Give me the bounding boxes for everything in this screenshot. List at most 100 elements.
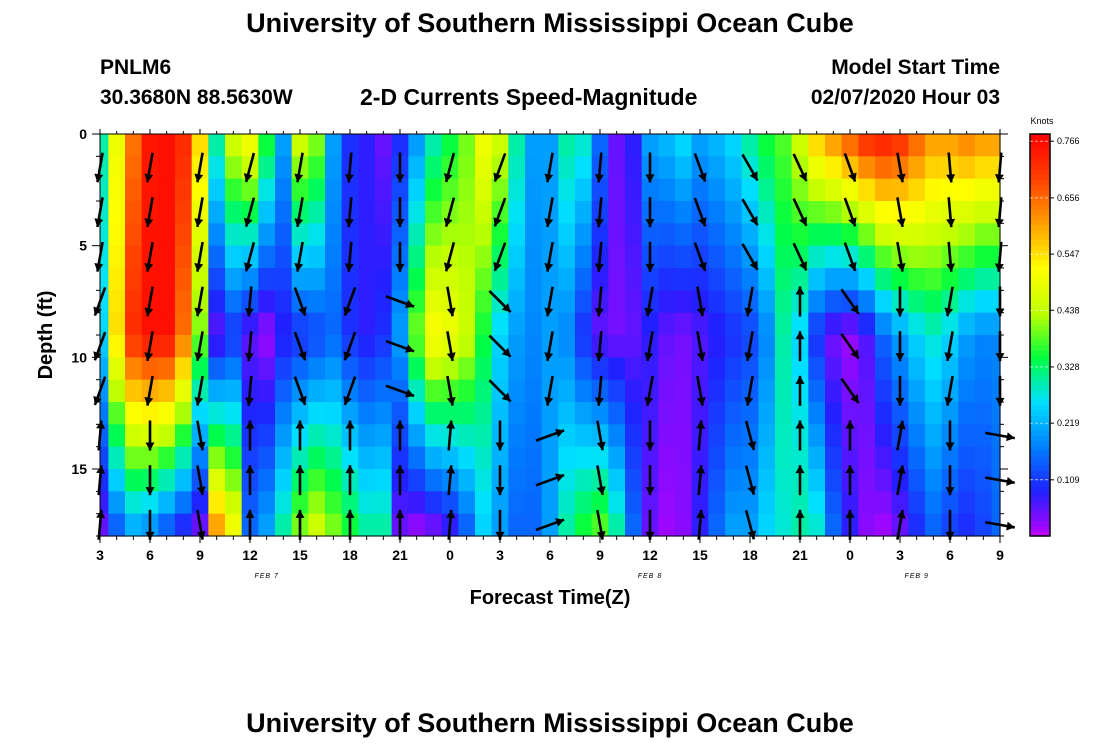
heatmap-cell bbox=[608, 357, 626, 381]
heatmap-cell bbox=[558, 379, 576, 403]
heatmap-cell bbox=[308, 335, 326, 358]
heatmap-cell bbox=[308, 379, 326, 403]
heatmap-cell bbox=[608, 268, 626, 291]
heatmap-cell bbox=[925, 245, 943, 269]
current-arrow bbox=[395, 420, 405, 451]
heatmap-cell bbox=[108, 290, 126, 314]
heatmap-cell bbox=[325, 446, 343, 470]
current-arrow bbox=[443, 152, 456, 183]
heatmap-cell bbox=[258, 312, 276, 336]
heatmap-cell bbox=[758, 446, 776, 470]
heatmap-cell bbox=[308, 245, 326, 269]
heatmap-cell bbox=[725, 290, 743, 314]
heatmap-cell bbox=[975, 223, 993, 247]
heatmap-cell bbox=[408, 223, 426, 247]
heatmap-cell bbox=[808, 312, 826, 336]
heatmap-cell bbox=[875, 245, 893, 269]
heatmap-cell bbox=[741, 223, 759, 247]
heatmap-cell bbox=[325, 312, 343, 336]
current-arrow bbox=[243, 197, 256, 227]
current-arrow bbox=[295, 465, 305, 496]
heatmap-cell bbox=[625, 312, 643, 336]
heatmap-cell bbox=[375, 312, 393, 336]
heatmap-cell bbox=[158, 424, 176, 448]
heatmap-cell bbox=[358, 268, 376, 291]
heatmap-cell bbox=[175, 245, 193, 269]
heatmap-cell bbox=[475, 513, 493, 537]
heatmap-cell bbox=[675, 335, 693, 358]
heatmap-cell bbox=[975, 245, 993, 269]
heatmap-cell bbox=[325, 335, 343, 358]
heatmap-cell bbox=[941, 223, 959, 247]
heatmap-cell bbox=[275, 223, 293, 247]
current-arrow bbox=[896, 152, 906, 183]
heatmap-cell bbox=[658, 424, 676, 448]
heatmap-cell bbox=[441, 223, 459, 247]
heatmap-cell bbox=[975, 379, 993, 403]
heatmap-cell bbox=[841, 402, 859, 425]
heatmap-cell bbox=[525, 446, 543, 470]
heatmap-cell bbox=[408, 335, 426, 358]
heatmap-cell bbox=[100, 312, 109, 336]
heatmap-cell bbox=[175, 156, 193, 180]
heatmap-cell bbox=[808, 469, 826, 492]
current-arrow bbox=[144, 375, 154, 406]
current-arrow bbox=[243, 242, 256, 272]
current-arrow bbox=[493, 197, 507, 227]
heatmap-cell bbox=[991, 402, 1001, 425]
heatmap-cell bbox=[691, 178, 709, 202]
heatmap-cell bbox=[225, 201, 243, 224]
heatmap-cell bbox=[425, 268, 443, 291]
heatmap-cell bbox=[125, 357, 143, 381]
current-arrow bbox=[594, 241, 604, 272]
heatmap-cell bbox=[825, 424, 843, 448]
heatmap-cell bbox=[608, 491, 626, 515]
heatmap-cell bbox=[808, 223, 826, 247]
current-arrow bbox=[488, 379, 512, 403]
current-arrow bbox=[744, 286, 754, 317]
heatmap-cell bbox=[525, 268, 543, 291]
heatmap-cell bbox=[908, 357, 926, 381]
heatmap-cell bbox=[308, 178, 326, 202]
heatmap-cell bbox=[408, 201, 426, 224]
heatmap-cell bbox=[208, 134, 226, 157]
current-arrow bbox=[896, 509, 906, 540]
heatmap-cell bbox=[991, 491, 1001, 515]
heatmap-cell bbox=[825, 469, 843, 492]
heatmap-cell bbox=[908, 134, 926, 157]
heatmap-cell bbox=[758, 312, 776, 336]
heatmap-cell bbox=[508, 178, 526, 202]
heatmap-cell bbox=[708, 402, 726, 425]
heatmap-cell bbox=[925, 424, 943, 448]
heatmap-cell bbox=[758, 268, 776, 291]
heatmap-cell bbox=[891, 178, 909, 202]
heatmap-cell bbox=[125, 312, 143, 336]
heatmap-cell bbox=[741, 134, 759, 157]
heatmap-cell bbox=[575, 290, 593, 314]
x-tick-label: 0 bbox=[846, 547, 854, 563]
heatmap-cell bbox=[458, 290, 476, 314]
heatmap-cell bbox=[375, 335, 393, 358]
heatmap-cell bbox=[425, 156, 443, 180]
heatmap-cell bbox=[441, 491, 459, 515]
current-arrow bbox=[744, 420, 757, 451]
heatmap-cell bbox=[708, 223, 726, 247]
heatmap-cell bbox=[541, 357, 559, 381]
heatmap-cell bbox=[375, 379, 393, 403]
current-arrow bbox=[544, 375, 554, 406]
heatmap-cell bbox=[825, 379, 843, 403]
colorbar-tick-label: 0.328 bbox=[1057, 362, 1080, 372]
current-arrow bbox=[194, 152, 204, 183]
heatmap-cell bbox=[941, 357, 959, 381]
x-tick-label: 3 bbox=[896, 547, 904, 563]
heatmap-cell bbox=[925, 335, 943, 358]
current-arrow bbox=[196, 420, 206, 451]
heatmap-cell bbox=[475, 290, 493, 314]
heatmap-cell bbox=[325, 290, 343, 314]
current-arrow bbox=[945, 420, 955, 451]
colorbar-tick-label: 0.766 bbox=[1057, 136, 1080, 146]
heatmap-cell bbox=[975, 402, 993, 425]
heatmap-cell bbox=[875, 513, 893, 537]
heatmap-cell bbox=[441, 178, 459, 202]
heatmap-cell bbox=[775, 268, 793, 291]
